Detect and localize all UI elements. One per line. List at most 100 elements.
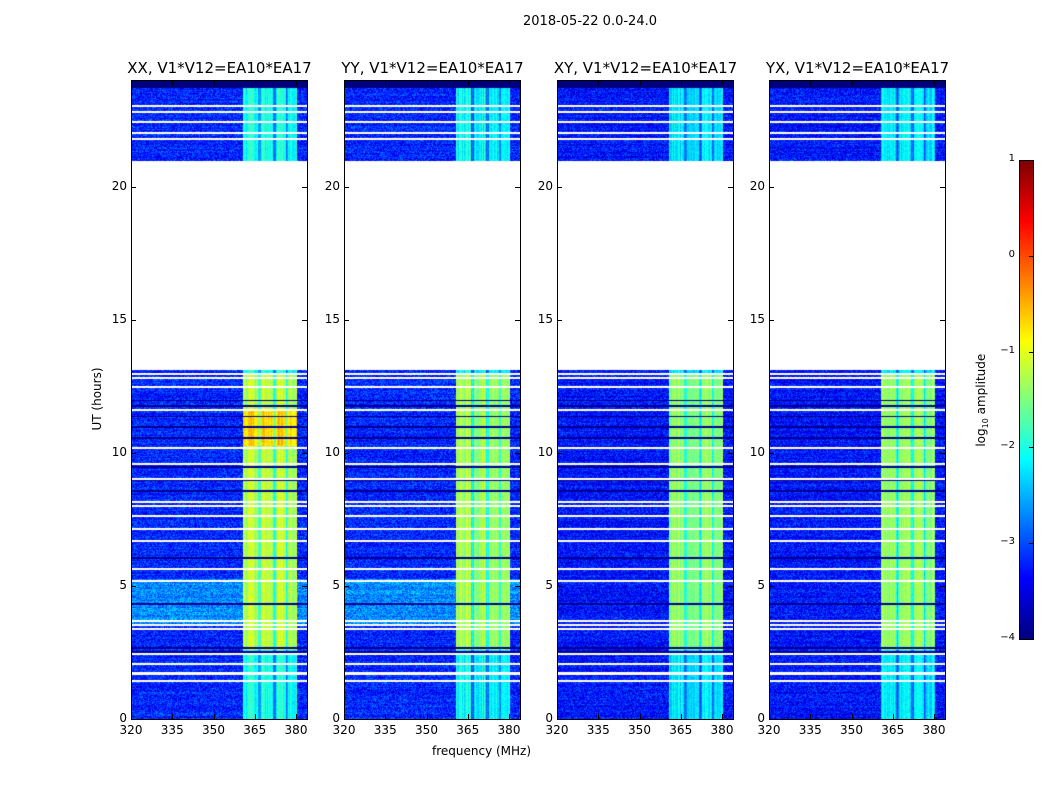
colorbar-tick-label: −2 [1000, 440, 1015, 452]
x-tick [810, 714, 812, 719]
y-tick [769, 585, 774, 587]
y-tick [131, 719, 136, 720]
y-tick [302, 585, 307, 587]
x-tick [344, 80, 345, 85]
y-tick [728, 719, 733, 720]
y-tick-label: 10 [324, 444, 340, 459]
y-tick [515, 319, 520, 321]
x-tick [172, 80, 174, 85]
colorbar-tick [1029, 351, 1034, 353]
colorbar-label: log10 amplitude [973, 353, 991, 447]
y-tick [131, 319, 136, 321]
x-tick-label: 335 [798, 723, 822, 737]
y-tick [557, 585, 562, 587]
y-tick [131, 585, 136, 587]
y-tick [940, 452, 945, 454]
y-tick [557, 719, 562, 720]
x-tick [385, 80, 387, 85]
figure-title: 2018-05-22 0.0-24.0 [523, 14, 657, 29]
y-tick [728, 452, 733, 454]
y-axis-label: UT (hours) [90, 367, 104, 431]
x-tick [934, 80, 935, 85]
y-tick-label: 15 [324, 311, 340, 326]
x-tick [769, 80, 770, 85]
y-tick-label: 10 [749, 444, 765, 459]
y-tick-label: 5 [332, 577, 340, 592]
x-tick [892, 714, 894, 719]
x-tick [851, 80, 853, 85]
x-tick-label: 335 [586, 723, 610, 737]
heatmap-panel-2 [344, 80, 521, 720]
x-tick [213, 714, 215, 719]
panel-title: XX, V1*V12=EA10*EA17 [127, 59, 312, 77]
y-tick [940, 719, 945, 720]
y-tick-label: 5 [757, 577, 765, 592]
heatmap-image [132, 81, 307, 719]
y-tick [344, 186, 349, 188]
x-tick [426, 714, 428, 719]
y-tick-label: 0 [545, 711, 553, 725]
y-tick-label: 0 [332, 711, 340, 725]
y-tick-label: 20 [324, 178, 340, 193]
y-tick [344, 319, 349, 321]
colorbar-tick [1029, 447, 1034, 449]
y-tick [131, 452, 136, 454]
x-tick-label: 335 [160, 723, 184, 737]
y-tick [344, 452, 349, 454]
y-tick [769, 319, 774, 321]
y-tick-label: 15 [537, 311, 553, 326]
x-tick-label: 320 [119, 723, 143, 737]
x-tick [680, 80, 682, 85]
y-tick [302, 452, 307, 454]
x-tick [254, 80, 256, 85]
y-tick [131, 186, 136, 188]
x-tick [934, 714, 935, 719]
x-tick-label: 365 [669, 723, 693, 737]
x-tick [131, 714, 132, 719]
heatmap-panel-1 [131, 80, 308, 720]
x-tick [385, 714, 387, 719]
y-tick-label: 5 [119, 577, 127, 592]
x-tick [467, 80, 469, 85]
x-tick [680, 714, 682, 719]
x-tick-label: 335 [373, 723, 397, 737]
y-tick-label: 20 [537, 178, 553, 193]
x-tick [769, 714, 770, 719]
y-tick-label: 5 [545, 577, 553, 592]
y-tick [557, 452, 562, 454]
y-tick [557, 319, 562, 321]
y-tick-label: 15 [111, 311, 127, 326]
colorbar-tick-label: −4 [1000, 632, 1015, 643]
x-tick [639, 714, 641, 719]
y-tick [302, 186, 307, 188]
y-tick [769, 452, 774, 454]
heatmap-image [558, 81, 733, 719]
x-tick-label: 320 [332, 723, 356, 737]
y-tick [728, 585, 733, 587]
panel-title: XY, V1*V12=EA10*EA17 [553, 59, 738, 77]
y-tick [728, 186, 733, 188]
colorbar [1019, 160, 1034, 640]
x-tick [722, 80, 723, 85]
x-tick [722, 714, 723, 719]
colorbar-tick [1029, 160, 1034, 161]
y-tick [344, 585, 349, 587]
colorbar-tick-label: −3 [1000, 536, 1015, 548]
heatmap-panel-4 [769, 80, 946, 720]
x-tick-label: 320 [545, 723, 569, 737]
y-tick [344, 719, 349, 720]
heatmap-image [770, 81, 945, 719]
y-tick [302, 319, 307, 321]
x-tick [344, 714, 345, 719]
x-tick [467, 714, 469, 719]
heatmap-panel-3 [557, 80, 734, 720]
colorbar-tick [1029, 639, 1034, 640]
x-tick [810, 80, 812, 85]
y-tick-label: 0 [119, 711, 127, 725]
y-tick-label: 0 [757, 711, 765, 725]
y-tick [769, 719, 774, 720]
y-tick [940, 319, 945, 321]
heatmap-image [345, 81, 520, 719]
y-tick [515, 186, 520, 188]
x-tick [213, 80, 215, 85]
